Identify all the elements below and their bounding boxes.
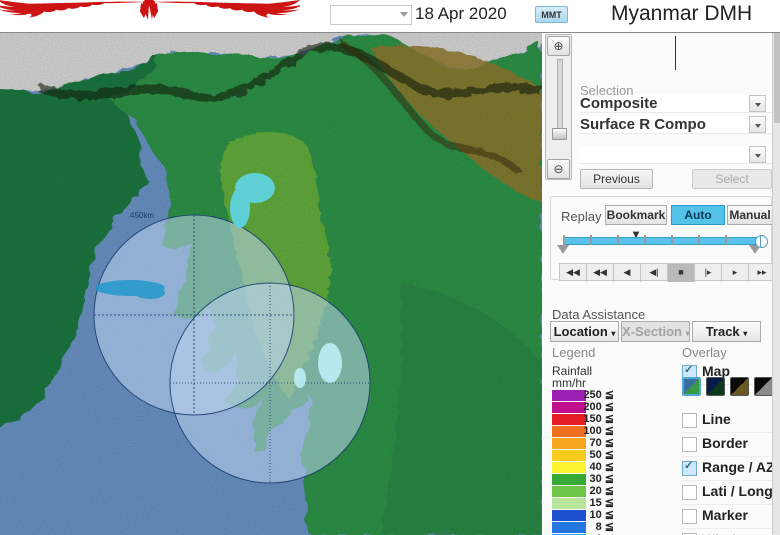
svg-text:450km: 450km <box>130 211 154 220</box>
